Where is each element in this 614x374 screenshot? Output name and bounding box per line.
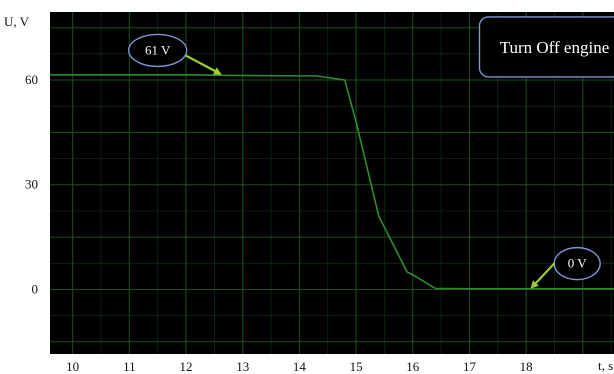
annotation-0v-arrow bbox=[530, 262, 556, 289]
series-line-0 bbox=[50, 74, 614, 290]
x-tick-label: 10 bbox=[66, 359, 79, 374]
annotation-box bbox=[478, 16, 614, 78]
x-tick-label: 13 bbox=[236, 359, 249, 374]
x-axis-label: t, s bbox=[598, 358, 613, 373]
annotation-0v-label: 0 V bbox=[568, 256, 588, 271]
annotation-61v-ellipse bbox=[127, 33, 188, 68]
series-lines bbox=[50, 74, 614, 290]
y-tick-label: 30 bbox=[25, 177, 38, 192]
annotation-box-label: Turn Off engine bbox=[500, 38, 610, 57]
tick-labels: 10 11 12 13 14 15 16 17 18 0 30 60 bbox=[25, 72, 533, 374]
x-tick-label: 18 bbox=[520, 359, 533, 374]
x-tick-label: 16 bbox=[406, 359, 420, 374]
y-tick-label: 0 bbox=[32, 281, 39, 296]
x-tick-label: 12 bbox=[180, 359, 193, 374]
annotation-61v-label: 61 V bbox=[145, 42, 171, 57]
x-tick-label: 17 bbox=[463, 359, 477, 374]
x-tick-label: 11 bbox=[123, 359, 136, 374]
annotation-61v-arrow bbox=[185, 54, 222, 75]
y-axis-label: U, V bbox=[4, 14, 30, 29]
y-tick-label: 60 bbox=[25, 72, 38, 87]
x-tick-label: 14 bbox=[293, 359, 307, 374]
x-tick-label: 15 bbox=[350, 359, 363, 374]
grid-lines bbox=[50, 12, 614, 354]
annotations: 61 V 0 V Turn Off engine bbox=[127, 16, 614, 289]
